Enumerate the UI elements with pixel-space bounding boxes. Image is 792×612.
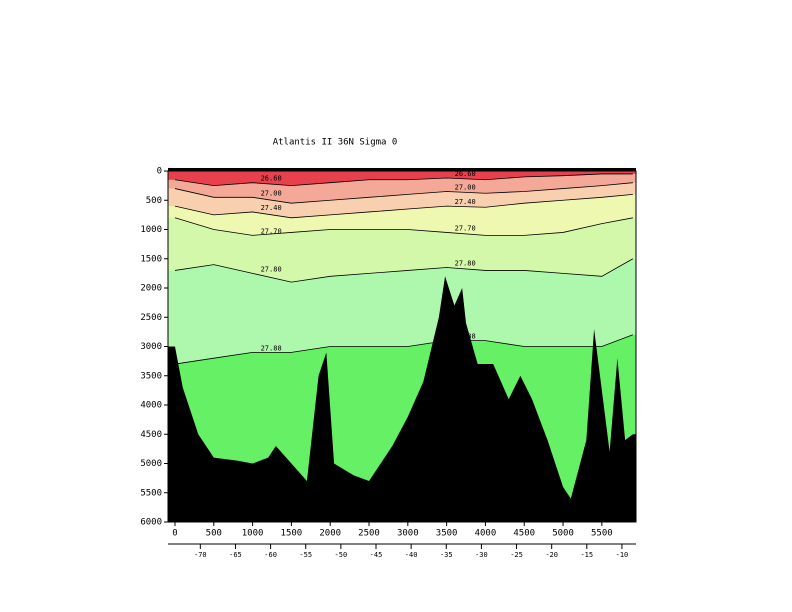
lon-tick-label: -25	[510, 551, 523, 559]
contour-line	[174, 194, 633, 219]
lon-tick-label: -40	[405, 551, 418, 559]
contour-label: 27.80	[261, 265, 282, 273]
x-tick-label: 5500	[591, 529, 613, 539]
contour-line	[174, 217, 633, 236]
lon-tick-label: -20	[545, 551, 558, 559]
y-tick-label: 500	[146, 196, 162, 206]
y-tick-label: 4500	[140, 430, 162, 440]
x-tick-label: 5000	[552, 529, 574, 539]
contour-line	[174, 334, 634, 365]
lon-tick-label: -60	[264, 551, 277, 559]
lon-tick-label: -10	[616, 551, 629, 559]
contour-label: 27.70	[455, 224, 476, 232]
contour-label: 27.00	[455, 183, 476, 191]
x-tick-label: 4500	[513, 529, 535, 539]
contour-label: 27.40	[261, 204, 282, 212]
contour-line	[174, 173, 633, 187]
surface-band	[168, 168, 636, 171]
lon-tick-label: -55	[299, 551, 312, 559]
y-tick-label: 5000	[140, 459, 162, 469]
y-tick-label: 5500	[140, 488, 162, 498]
lon-tick-label: -35	[440, 551, 453, 559]
x-tick-label: 1000	[242, 529, 264, 539]
x-tick-label: 2000	[319, 529, 341, 539]
lon-tick-label: -65	[229, 551, 242, 559]
x-tick-label: 3000	[397, 529, 419, 539]
y-tick-label: 2000	[140, 284, 162, 294]
bathymetry	[168, 276, 636, 522]
x-tick-label: 2500	[358, 529, 380, 539]
contour-label: 27.00	[261, 189, 282, 197]
x-tick-label: 500	[206, 529, 222, 539]
lon-tick-label: -50	[335, 551, 348, 559]
y-tick-label: 6000	[140, 518, 162, 528]
contour-label: 26.60	[455, 170, 476, 178]
contour-line	[174, 182, 633, 204]
contour-label: 27.40	[455, 198, 476, 206]
contour-label: 27.70	[261, 227, 282, 235]
lon-tick-label: -30	[475, 551, 488, 559]
x-tick-label: 4000	[475, 529, 497, 539]
y-tick-label: 3500	[140, 371, 162, 381]
x-tick-label: 1500	[281, 529, 303, 539]
contour-label: 27.88	[261, 344, 282, 352]
lon-tick-label: -15	[580, 551, 593, 559]
contour-label: 26.60	[261, 175, 282, 183]
lon-tick-label: -45	[370, 551, 383, 559]
y-tick-label: 4000	[140, 401, 162, 411]
y-tick-label: 2500	[140, 313, 162, 323]
lon-tick-label: -70	[194, 551, 207, 559]
y-tick-label: 1500	[140, 254, 162, 264]
y-tick-label: 3000	[140, 342, 162, 352]
x-tick-label: 0	[172, 529, 177, 539]
chart-title: Atlantis II 36N Sigma 0	[273, 138, 398, 148]
band-fill	[168, 171, 636, 186]
y-tick-label: 0	[157, 167, 162, 177]
x-tick-label: 3500	[436, 529, 458, 539]
contour-label: 27.80	[455, 260, 476, 268]
y-tick-label: 1000	[140, 225, 162, 235]
contour-line	[174, 258, 634, 283]
